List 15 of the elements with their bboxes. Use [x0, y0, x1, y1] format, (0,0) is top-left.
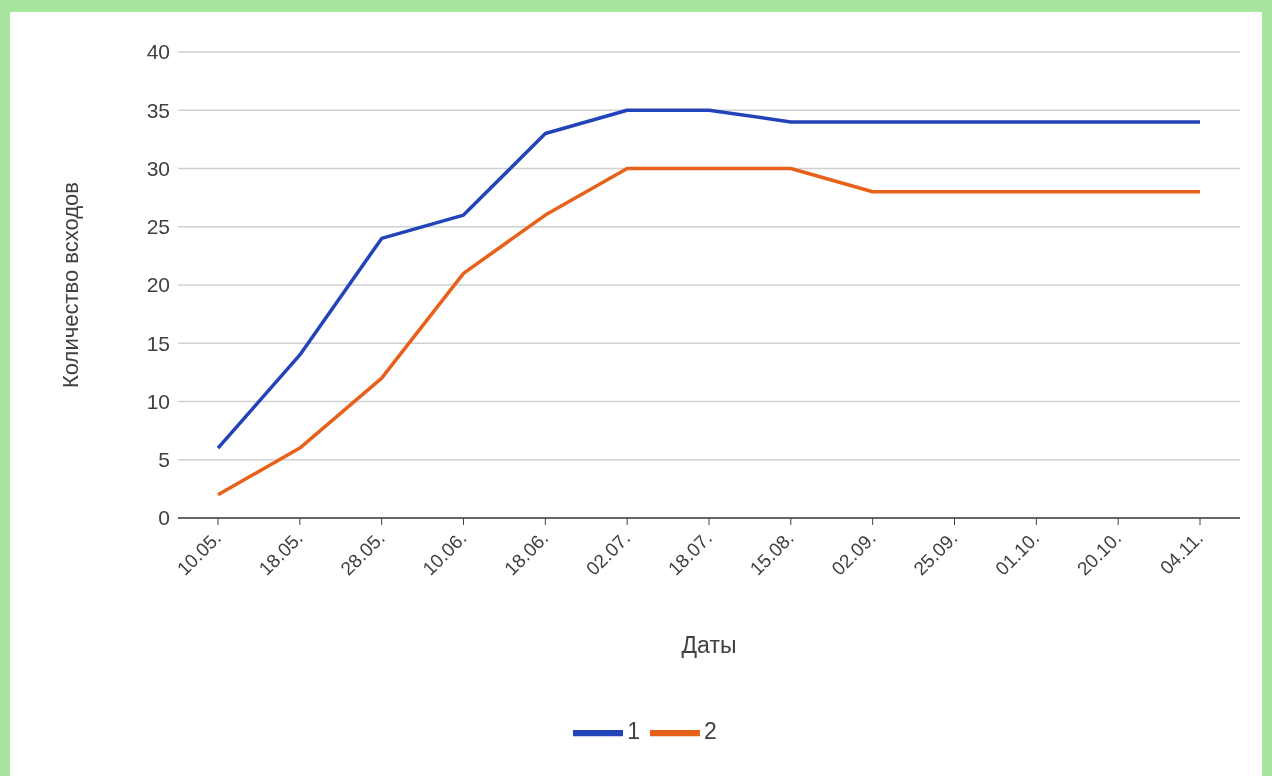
y-tick-label: 20 [146, 273, 170, 297]
y-tick-label: 15 [146, 331, 170, 355]
y-tick-label: 5 [158, 448, 170, 472]
y-tick-label: 0 [158, 506, 170, 530]
line-series [216, 166, 1202, 497]
legend-label: 1 [627, 718, 640, 745]
y-tick-label: 25 [146, 215, 170, 239]
y-tick-label: 30 [146, 156, 170, 180]
legend-label: 2 [704, 718, 717, 745]
line-series [216, 108, 1202, 450]
y-tick-label: 35 [146, 98, 170, 122]
y-tick-label: 10 [146, 389, 170, 413]
y-axis-title: Количество всходов [57, 182, 83, 388]
x-axis-title: Даты [681, 632, 737, 658]
y-tick-label: 40 [146, 40, 170, 64]
